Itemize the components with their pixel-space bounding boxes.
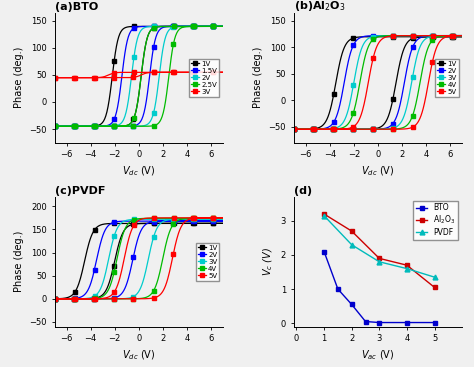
Al$_2$O$_3$ xyxy=(432,285,438,290)
BTO xyxy=(349,302,355,307)
BTO xyxy=(335,287,341,291)
BTO xyxy=(363,319,368,324)
PVDF xyxy=(376,259,382,264)
Line: BTO: BTO xyxy=(322,249,437,325)
Al$_2$O$_3$ xyxy=(376,256,382,261)
X-axis label: $V_{dc}$ (V): $V_{dc}$ (V) xyxy=(122,165,155,178)
X-axis label: $V_{ac}$ (V): $V_{ac}$ (V) xyxy=(361,349,395,363)
Y-axis label: $V_c$ (V): $V_c$ (V) xyxy=(262,247,275,276)
BTO xyxy=(432,320,438,325)
Text: (a)BTO: (a)BTO xyxy=(55,2,98,12)
Legend: 1V, 2V, 3V, 4V, 5V: 1V, 2V, 3V, 4V, 5V xyxy=(435,58,459,97)
Al$_2$O$_3$ xyxy=(321,212,327,216)
BTO xyxy=(404,320,410,325)
Line: PVDF: PVDF xyxy=(322,213,437,280)
X-axis label: $V_{dc}$ (V): $V_{dc}$ (V) xyxy=(122,349,155,363)
BTO xyxy=(321,249,327,254)
Legend: 1V, 2V, 3V, 4V, 5V: 1V, 2V, 3V, 4V, 5V xyxy=(196,243,219,281)
Text: (b)Al$_2$O$_3$: (b)Al$_2$O$_3$ xyxy=(294,0,346,13)
Legend: 1V, 1.5V, 2V, 2.5V, 3V: 1V, 1.5V, 2V, 2.5V, 3V xyxy=(189,58,219,97)
Y-axis label: Phase (deg.): Phase (deg.) xyxy=(253,47,263,108)
PVDF xyxy=(432,275,438,279)
Al$_2$O$_3$ xyxy=(349,229,355,233)
PVDF xyxy=(321,214,327,218)
BTO xyxy=(376,320,382,325)
X-axis label: $V_{dc}$ (V): $V_{dc}$ (V) xyxy=(361,165,395,178)
Line: Al$_2$O$_3$: Al$_2$O$_3$ xyxy=(322,212,437,290)
PVDF xyxy=(404,266,410,271)
Y-axis label: Phase (deg.): Phase (deg.) xyxy=(14,47,24,108)
Y-axis label: Phase (deg.): Phase (deg.) xyxy=(14,231,24,292)
PVDF xyxy=(349,243,355,247)
Text: (d): (d) xyxy=(294,186,312,196)
Legend: BTO, Al$_2$O$_3$, PVDF: BTO, Al$_2$O$_3$, PVDF xyxy=(413,201,458,240)
Text: (c)PVDF: (c)PVDF xyxy=(55,186,105,196)
Al$_2$O$_3$ xyxy=(404,263,410,268)
